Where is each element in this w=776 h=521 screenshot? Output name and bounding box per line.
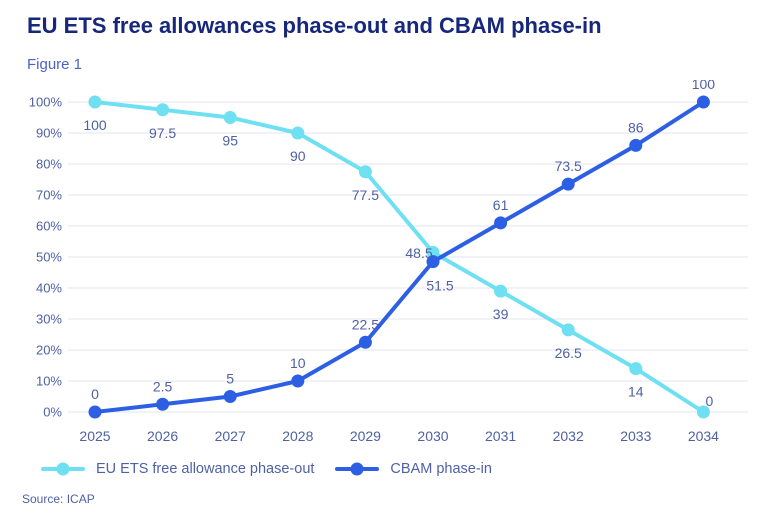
- x-tick-label: 2034: [688, 428, 719, 444]
- y-tick-label: 70%: [36, 188, 62, 203]
- cbam-point-2034: [696, 95, 710, 109]
- x-tick-label: 2031: [485, 428, 516, 444]
- line-chart-canvas: 100% 90% 80% 70% 60% 50% 40% 30% 20% 10% 0% 2025 202…: [29, 80, 748, 444]
- ets-point-2034: [696, 405, 710, 419]
- cbam-value-label-2030: 48.5: [405, 245, 432, 261]
- cbam-value-label-2033: 86: [628, 119, 644, 135]
- cbam-point-2025: [88, 405, 102, 419]
- cbam-point-2033: [629, 138, 643, 152]
- ets-value-label-2029: 77.5: [352, 187, 379, 203]
- y-tick-label: 50%: [36, 250, 62, 265]
- cbam-legend-marker-icon: [335, 462, 380, 476]
- ets-value-label-2032: 26.5: [555, 345, 582, 361]
- cbam-value-label-2026: 2.5: [153, 378, 173, 394]
- ets-point-2032: [561, 323, 575, 337]
- ets-value-label-2025: 100: [83, 117, 107, 133]
- y-tick-label: 90%: [36, 126, 62, 141]
- y-tick-label: 20%: [36, 343, 62, 358]
- ets-point-2026: [156, 103, 170, 117]
- ets-point-2033: [629, 362, 643, 376]
- ets-point-2027: [223, 111, 237, 124]
- legend-label-cbam: CBAM phase-in: [390, 461, 492, 477]
- y-tick-label: 60%: [36, 219, 62, 234]
- legend-label-ets: EU ETS free allowance phase-out: [96, 461, 315, 477]
- y-tick-label: 10%: [36, 374, 62, 389]
- x-tick-label: 2032: [553, 428, 584, 444]
- cbam-value-label-2027: 5: [226, 371, 234, 387]
- cbam-value-label-2029: 22.5: [352, 316, 379, 332]
- cbam-point-2030: [426, 255, 440, 269]
- legend-item-cbam: CBAM phase-in: [334, 461, 492, 477]
- y-tick-label: 0%: [43, 405, 62, 420]
- cbam-value-label-2031: 61: [493, 197, 509, 213]
- cbam-point-2031: [494, 216, 508, 230]
- cbam-line: [93, 100, 706, 414]
- x-tick-label: 2030: [417, 428, 448, 444]
- cbam-value-label-2028: 10: [290, 355, 306, 371]
- cbam-point-2032: [561, 177, 575, 191]
- cbam-value-label-2025: 0: [91, 386, 99, 402]
- y-tick-label: 80%: [36, 157, 62, 172]
- ets-value-label-2033: 14: [628, 384, 644, 400]
- chart-legend: EU ETS free allowance phase-out CBAM pha…: [40, 461, 492, 477]
- cbam-value-label-2034: 100: [692, 80, 716, 92]
- ets-value-label-2030: 51.5: [426, 277, 453, 293]
- y-tick-label: 30%: [36, 312, 62, 327]
- ets-point-2025: [88, 95, 102, 109]
- y-tick-label: 100%: [29, 95, 63, 110]
- ets-value-label-2028: 90: [290, 148, 306, 164]
- y-tick-label: 40%: [36, 281, 62, 296]
- ets-value-label-2026: 97.5: [149, 125, 176, 141]
- legend-item-ets: EU ETS free allowance phase-out: [40, 461, 314, 477]
- x-tick-label: 2026: [147, 428, 178, 444]
- ets-value-label-2031: 39: [493, 306, 509, 322]
- x-tick-label: 2027: [215, 428, 246, 444]
- chart-title: EU ETS free allowances phase-out and CBA…: [27, 13, 602, 38]
- source-note: Source: ICAP: [22, 492, 95, 506]
- ets-value-label-2034: 0: [706, 393, 714, 409]
- ets-point-2029: [358, 165, 372, 179]
- ets-point-2028: [291, 126, 305, 140]
- cbam-value-label-2032: 73.5: [555, 158, 582, 174]
- cbam-point-2029: [358, 335, 372, 349]
- cbam-point-2028: [291, 374, 305, 388]
- cbam-point-2027: [223, 390, 237, 403]
- x-tick-label: 2025: [79, 428, 110, 444]
- ets-point-2031: [494, 284, 508, 298]
- x-tick-label: 2029: [350, 428, 381, 444]
- ets-value-label-2027: 95: [222, 133, 238, 149]
- x-tick-label: 2028: [282, 428, 313, 444]
- ets-line: [93, 100, 706, 414]
- cbam-point-2026: [156, 397, 170, 411]
- x-tick-label: 2033: [620, 428, 651, 444]
- ets-point-2030: [426, 245, 440, 259]
- figure-label: Figure 1: [27, 56, 83, 73]
- ets-legend-marker-icon: [41, 462, 85, 476]
